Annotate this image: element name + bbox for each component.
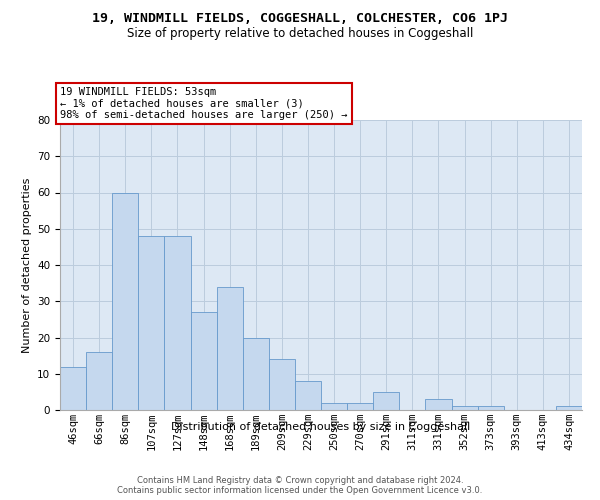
Bar <box>321 403 347 410</box>
Bar <box>478 406 504 410</box>
Bar <box>164 236 191 410</box>
Text: 19, WINDMILL FIELDS, COGGESHALL, COLCHESTER, CO6 1PJ: 19, WINDMILL FIELDS, COGGESHALL, COLCHES… <box>92 12 508 26</box>
Text: Contains HM Land Registry data © Crown copyright and database right 2024.: Contains HM Land Registry data © Crown c… <box>137 476 463 485</box>
Text: Contains public sector information licensed under the Open Government Licence v3: Contains public sector information licen… <box>118 486 482 495</box>
Bar <box>347 403 373 410</box>
Bar <box>373 392 400 410</box>
Bar <box>452 406 478 410</box>
Text: 19 WINDMILL FIELDS: 53sqm
← 1% of detached houses are smaller (3)
98% of semi-de: 19 WINDMILL FIELDS: 53sqm ← 1% of detach… <box>60 87 347 120</box>
Bar <box>425 399 452 410</box>
Bar <box>139 236 164 410</box>
Bar <box>217 287 243 410</box>
Text: Distribution of detached houses by size in Coggeshall: Distribution of detached houses by size … <box>172 422 470 432</box>
Bar <box>242 338 269 410</box>
Bar <box>86 352 112 410</box>
Bar <box>191 312 217 410</box>
Bar <box>269 359 295 410</box>
Bar <box>112 192 139 410</box>
Bar <box>60 366 86 410</box>
Bar <box>556 406 582 410</box>
Bar <box>295 381 321 410</box>
Y-axis label: Number of detached properties: Number of detached properties <box>22 178 32 352</box>
Text: Size of property relative to detached houses in Coggeshall: Size of property relative to detached ho… <box>127 28 473 40</box>
